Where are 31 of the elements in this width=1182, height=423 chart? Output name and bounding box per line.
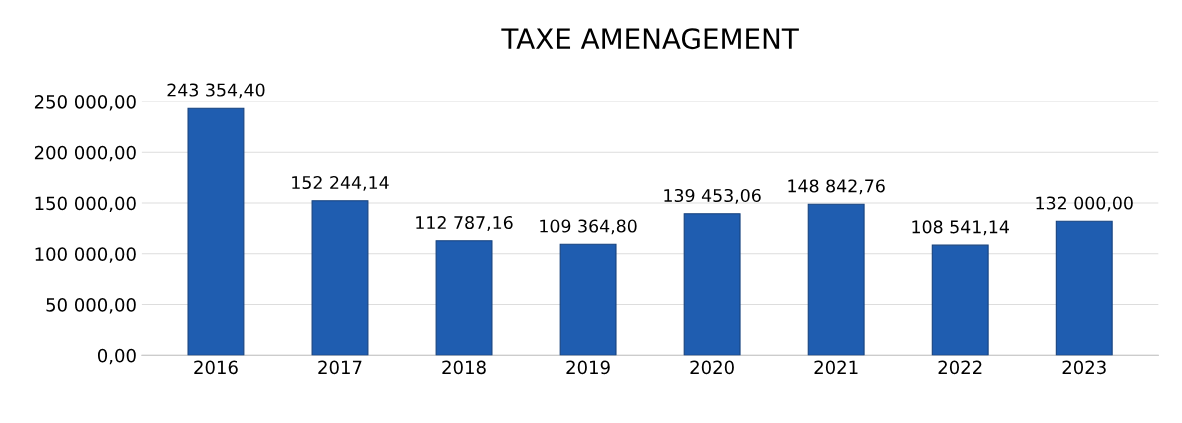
data-label: 109 364,80 [540,219,637,235]
x-tick-label: 2020 [690,360,734,375]
x-tick-label: 2021 [814,360,858,375]
x-tick-label: 2023 [1062,360,1106,375]
x-tick-label: 2018 [442,360,486,375]
x-tick-label: 2022 [938,360,982,375]
data-label: 108 541,14 [912,220,1009,236]
y-tick-label: 250 000,00 [34,94,136,111]
bar [931,244,989,356]
bar [1055,220,1113,356]
data-label: 152 244,14 [292,175,389,191]
y-tick-label: 50 000,00 [46,298,136,314]
data-label: 148 842,76 [788,179,885,195]
data-label: 132 000,00 [1036,196,1133,212]
bar [311,200,369,356]
bar [683,213,741,356]
data-label: 139 453,06 [664,188,761,204]
bar [559,243,617,356]
x-tick-label: 2019 [566,360,610,375]
chart-title: TAXE AMENAGEMENT [501,28,799,50]
data-label: 112 787,16 [416,215,513,231]
bar [435,240,493,356]
y-tick-label: 150 000,00 [35,196,136,212]
y-tick-label: 0,00 [97,348,136,365]
bar [187,107,245,356]
bar [807,203,865,356]
x-tick-label: 2016 [194,360,238,375]
y-tick-label: 100 000,00 [35,247,136,263]
data-label: 243 354,40 [167,83,265,99]
y-tick-label: 200 000,00 [34,145,136,162]
x-tick-label: 2017 [318,360,362,375]
